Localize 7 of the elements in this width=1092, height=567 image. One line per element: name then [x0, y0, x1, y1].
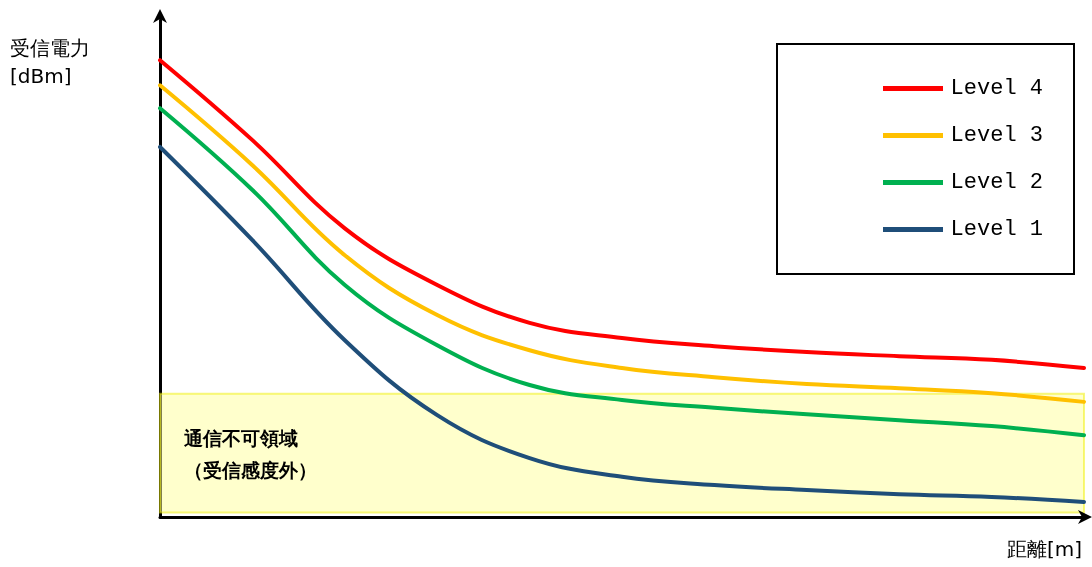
legend-label: Level 3: [950, 123, 1043, 148]
legend-label: Level 1: [950, 217, 1043, 242]
x-axis-title: 距離[m]: [1006, 537, 1082, 561]
legend-label: Level 2: [950, 170, 1043, 195]
legend-label: Level 4: [950, 76, 1043, 101]
band-label: 通信不可領域（受信感度外）: [184, 425, 317, 483]
y-axis-title: 受信電力 [dBm]: [10, 36, 90, 88]
